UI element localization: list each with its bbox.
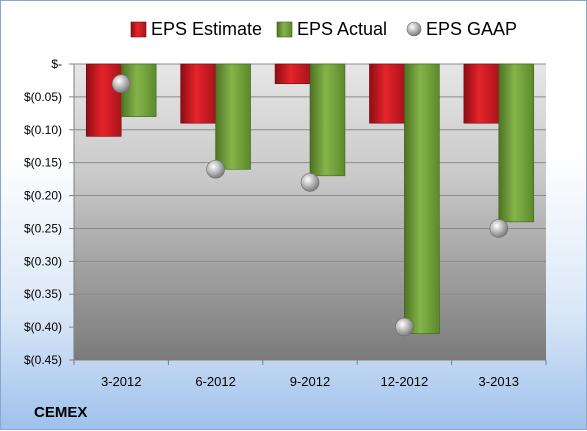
bar-eps-estimate [85, 63, 122, 137]
y-tick-label: $(0.15) [24, 156, 62, 170]
legend-label: EPS GAAP [426, 19, 517, 39]
marker-eps-gaap [395, 317, 414, 337]
x-tick-label: 6-2012 [195, 374, 235, 389]
legend-swatch-eps-estimate [130, 21, 147, 38]
bar-eps-actual [404, 63, 440, 334]
marker-eps-gaap [111, 74, 131, 94]
marker-eps-gaap [300, 173, 320, 192]
bar-eps-actual [498, 63, 535, 223]
y-tick-label: $(0.40) [24, 320, 62, 334]
gaap-markers [111, 74, 509, 337]
y-tick-label: $(0.45) [24, 353, 62, 367]
legend-label: EPS Actual [297, 19, 387, 39]
bar-eps-estimate [369, 63, 405, 124]
bar-eps-actual [309, 63, 346, 177]
y-tick-label: $- [51, 57, 62, 71]
y-tick-label: $(0.35) [24, 287, 62, 301]
company-label: CEMEX [34, 404, 88, 421]
axes: $- $(0.05) $(0.10) $(0.15) $(0.20) $(0.25) $(0… [24, 57, 547, 389]
y-tick-label: $(0.05) [24, 90, 62, 104]
legend-swatch-eps-actual [276, 21, 293, 38]
x-tick-label: 3-2013 [479, 374, 519, 389]
y-tick-label: $(0.25) [24, 221, 62, 235]
x-tick-label: 3-2012 [101, 374, 141, 389]
y-tick-label: $(0.30) [24, 254, 62, 268]
bar-eps-estimate [180, 63, 216, 124]
x-tick-label: 12-2012 [381, 374, 429, 389]
bar-eps-actual [215, 63, 251, 170]
legend-swatch-eps-gaap [406, 21, 422, 37]
y-tick-label: $(0.20) [24, 189, 62, 203]
bars [85, 63, 535, 334]
bar-eps-estimate [274, 63, 311, 85]
legend: EPS Estimate EPS Actual EPS GAAP [130, 19, 517, 39]
legend-label: EPS Estimate [151, 19, 262, 39]
x-tick-label: 9-2012 [290, 374, 330, 389]
marker-eps-gaap [206, 159, 225, 179]
marker-eps-gaap [489, 219, 509, 238]
bar-eps-estimate [463, 63, 500, 124]
y-tick-label: $(0.10) [24, 123, 62, 137]
